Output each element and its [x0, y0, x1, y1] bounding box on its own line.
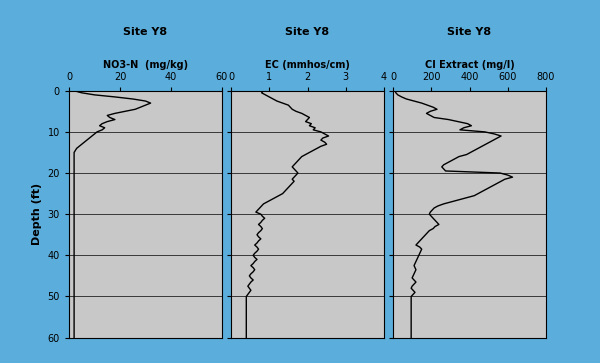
Title: Site Y8: Site Y8	[286, 26, 329, 37]
Title: Site Y8: Site Y8	[124, 26, 167, 37]
Title: Site Y8: Site Y8	[448, 26, 491, 37]
X-axis label: NO3-N  (mg/kg): NO3-N (mg/kg)	[103, 60, 188, 70]
X-axis label: EC (mmhos/cm): EC (mmhos/cm)	[265, 60, 350, 70]
Y-axis label: Depth (ft): Depth (ft)	[32, 183, 42, 245]
X-axis label: Cl Extract (mg/l): Cl Extract (mg/l)	[425, 60, 514, 70]
